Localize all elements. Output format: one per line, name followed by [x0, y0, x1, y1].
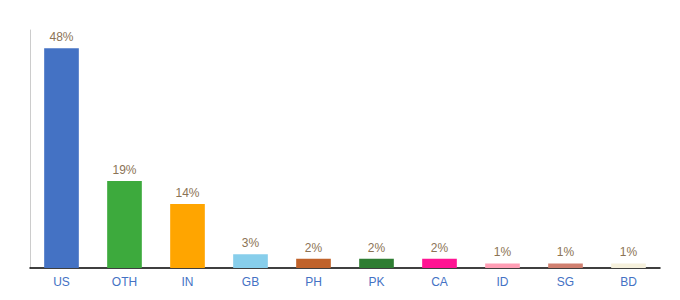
svg-text:2%: 2%	[368, 241, 386, 255]
svg-text:1%: 1%	[494, 245, 512, 259]
svg-text:2%: 2%	[305, 241, 323, 255]
svg-text:PK: PK	[368, 275, 384, 289]
svg-text:14%: 14%	[175, 186, 199, 200]
svg-text:1%: 1%	[620, 245, 638, 259]
svg-text:19%: 19%	[112, 163, 136, 177]
svg-text:1%: 1%	[557, 245, 575, 259]
svg-text:BD: BD	[620, 275, 637, 289]
svg-text:PH: PH	[305, 275, 322, 289]
svg-text:CA: CA	[431, 275, 448, 289]
svg-text:3%: 3%	[242, 236, 260, 250]
svg-text:ID: ID	[497, 275, 509, 289]
svg-text:US: US	[53, 275, 70, 289]
svg-text:48%: 48%	[49, 30, 73, 44]
svg-text:OTH: OTH	[112, 275, 137, 289]
svg-text:IN: IN	[182, 275, 194, 289]
svg-text:2%: 2%	[431, 241, 449, 255]
svg-text:SG: SG	[557, 275, 574, 289]
svg-text:GB: GB	[242, 275, 259, 289]
